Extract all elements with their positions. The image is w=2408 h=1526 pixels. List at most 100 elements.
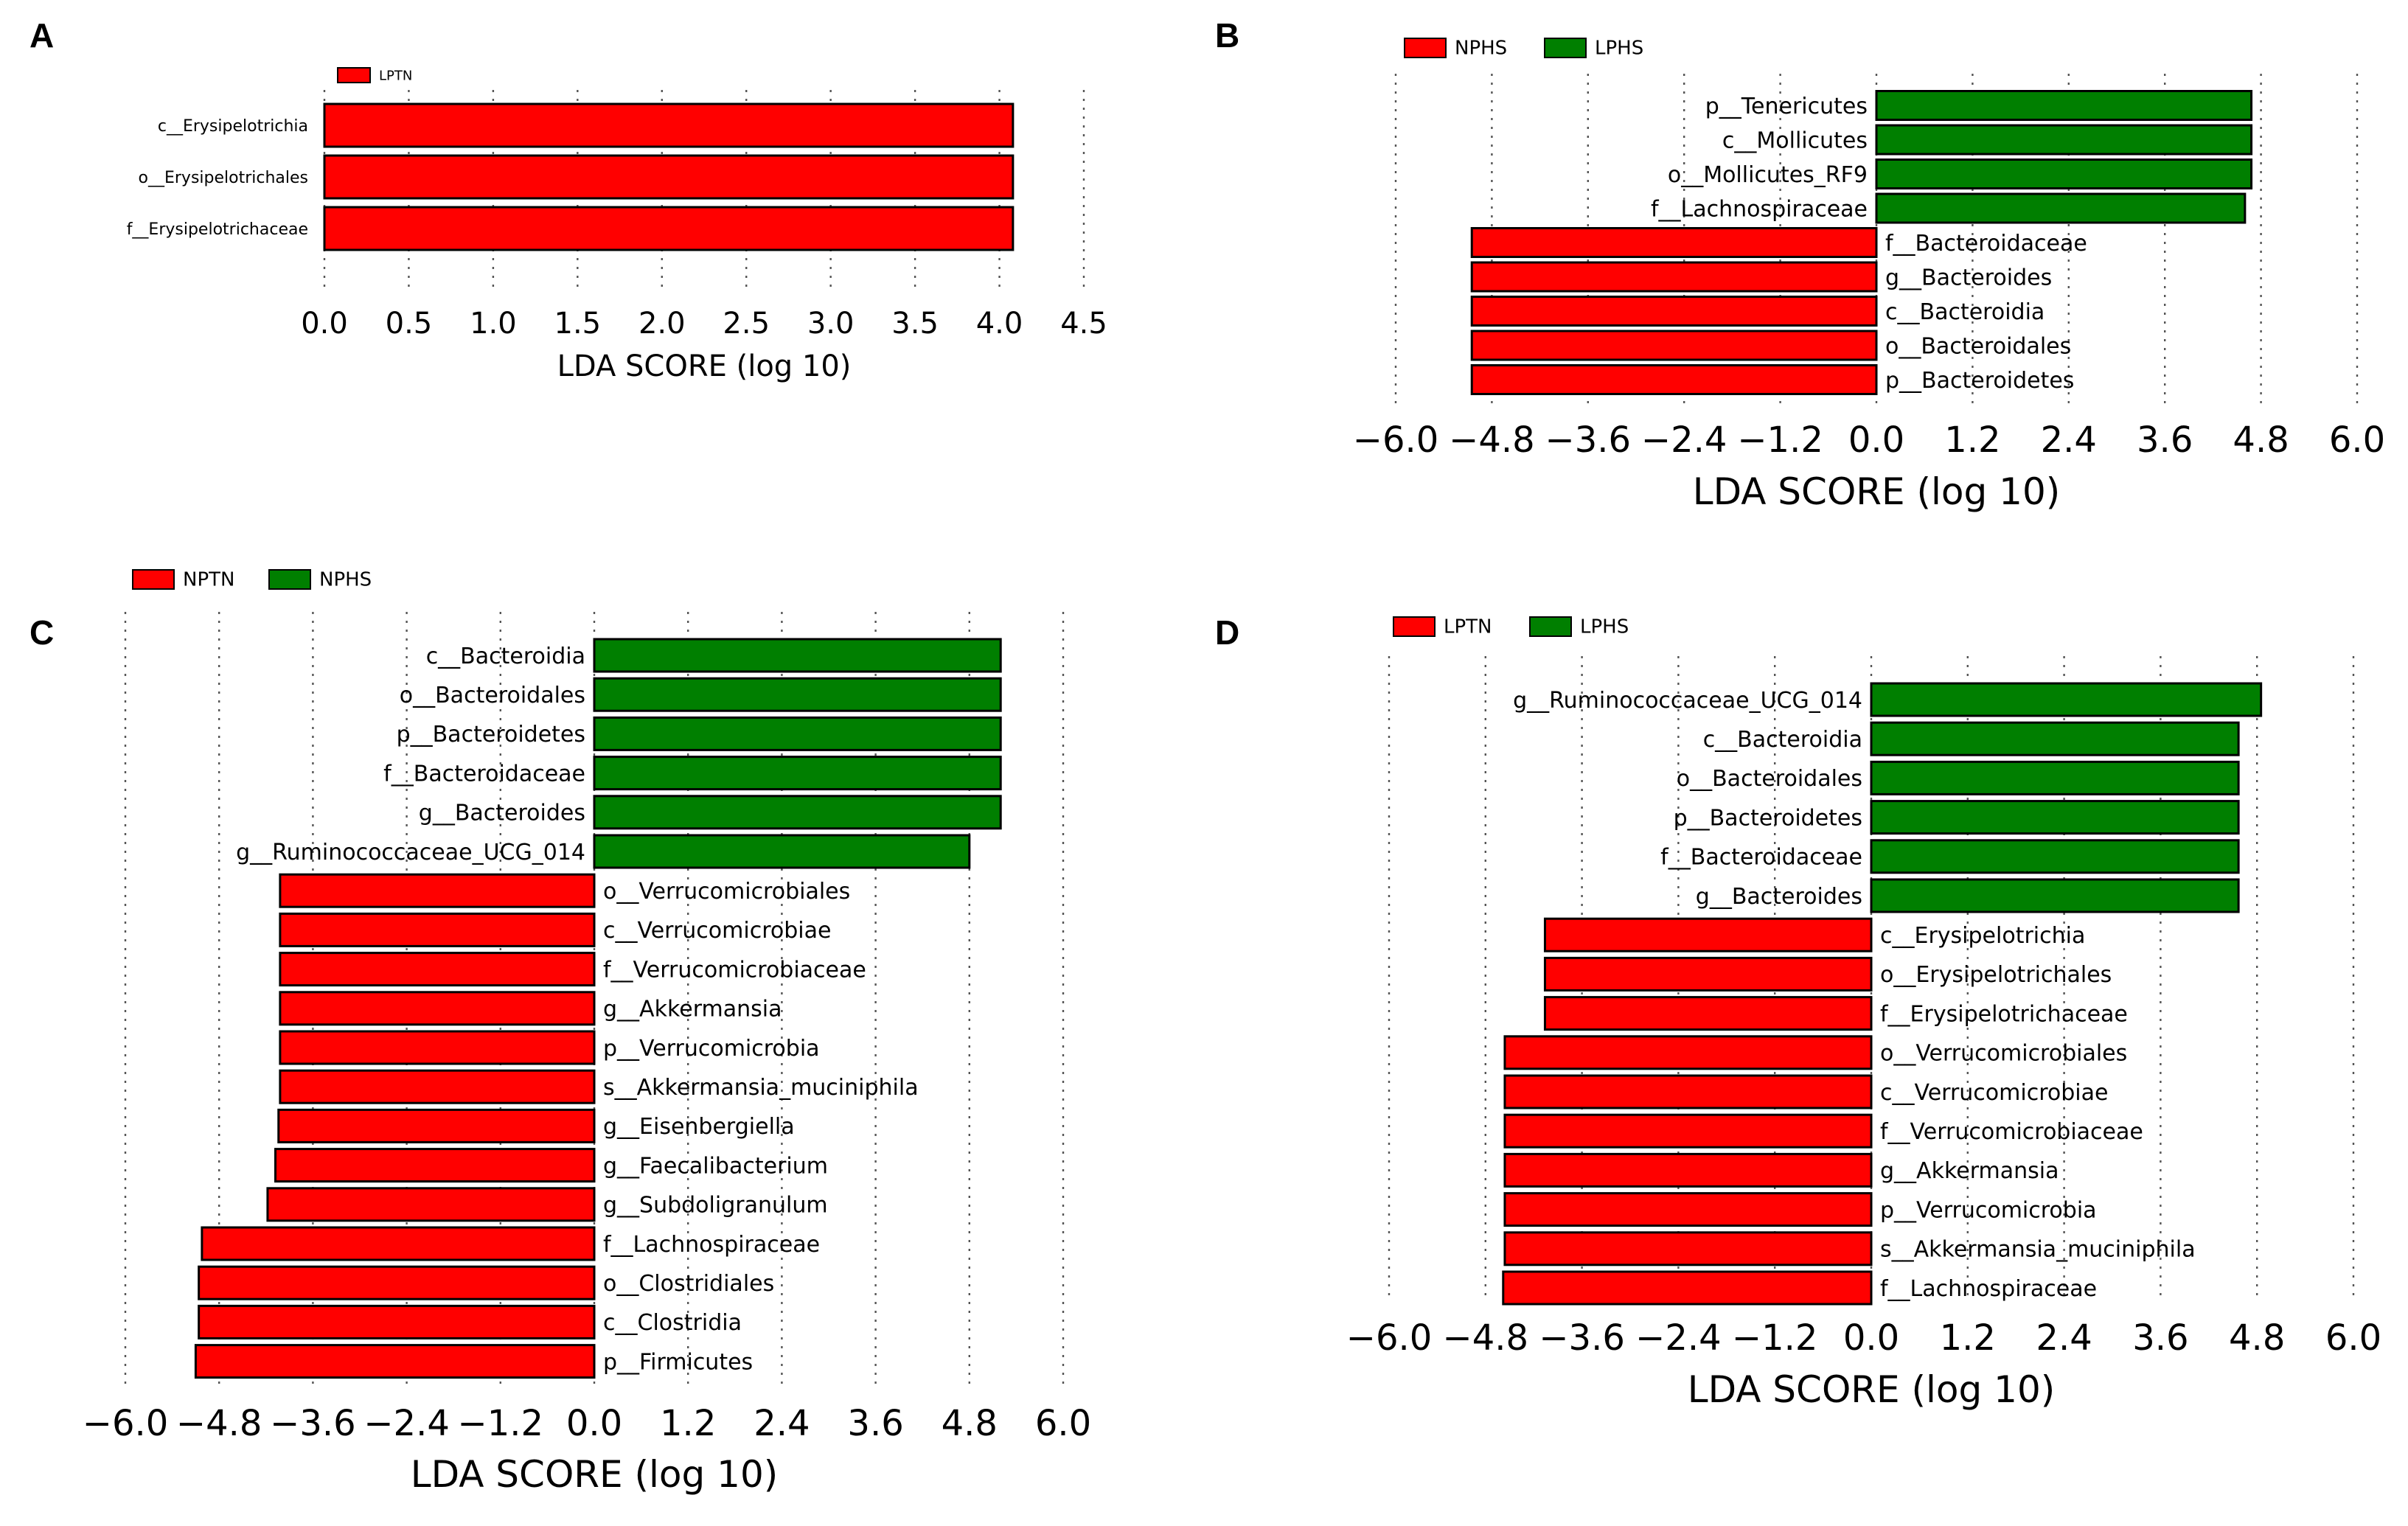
bar <box>593 716 1002 751</box>
bar-label: f__Bacteroidaceae <box>383 761 585 787</box>
bar-label: c__Clostridia <box>603 1310 742 1336</box>
bar <box>1470 261 1878 293</box>
x-tick-label: −1.2 <box>1737 419 1823 461</box>
panel-letter: C <box>29 613 54 652</box>
bar <box>1503 1231 1873 1267</box>
panel-b: B NPHS LPHS −6.0 −4.8 −3.6 −2.4 −1.2 0.0 1.2 2.4 3.… <box>1215 16 2385 513</box>
x-tick-label: 1.5 <box>554 307 602 341</box>
bar <box>1543 956 1873 992</box>
bar-label: o__Verrucomicrobiales <box>1880 1041 2127 1067</box>
x-tick-label: −1.2 <box>1732 1317 1818 1359</box>
bar-label: c__Mollicutes <box>1722 128 1868 153</box>
bar <box>1870 878 2240 913</box>
bar-label: c__Erysipelotrichia <box>1880 923 2085 949</box>
x-tick-label: 2.5 <box>723 307 770 341</box>
bar <box>1502 1270 1873 1306</box>
bar <box>1543 917 1873 952</box>
x-tick-label: −6.0 <box>1353 419 1439 461</box>
bar <box>1470 296 1878 327</box>
x-tick-label: −6.0 <box>83 1403 169 1444</box>
legend-swatch <box>1544 38 1587 58</box>
bar-label: c__Bacteroidia <box>1703 727 1862 753</box>
x-tick-label: 2.4 <box>754 1403 810 1444</box>
bar-label: g__Ruminococcaceae_UCG_014 <box>236 840 585 865</box>
legend-label: LPTN <box>379 68 412 83</box>
bar-label: g__Akkermansia <box>603 997 782 1022</box>
x-tick-label: 4.8 <box>2233 419 2289 461</box>
bar <box>279 873 596 908</box>
bar-label: g__Eisenbergiella <box>603 1114 795 1140</box>
x-axis-label: LDA SCORE (log 10) <box>557 349 852 383</box>
legend-label: LPHS <box>1580 616 1629 638</box>
bar-label: g__Bacteroides <box>419 801 585 826</box>
bar <box>1875 192 2247 224</box>
bar <box>279 1069 596 1104</box>
bar <box>1870 721 2240 756</box>
bar <box>1470 330 1878 361</box>
bar-label: p__Verrucomicrobia <box>603 1036 820 1062</box>
bar <box>1870 760 2240 795</box>
bar <box>198 1265 596 1300</box>
legend-swatch <box>268 569 311 590</box>
bar-label: p__Bacteroidetes <box>397 722 585 748</box>
bar <box>279 912 596 947</box>
bar-label: p__Bacteroidetes <box>1674 805 1862 831</box>
bar <box>1870 682 2263 717</box>
bar-label: p__Bacteroidetes <box>1885 368 2074 394</box>
x-tick-label: 6.0 <box>2329 419 2385 461</box>
x-tick-label: 0.0 <box>301 307 348 341</box>
bar-label: g__Ruminococcaceae_UCG_014 <box>1513 688 1862 714</box>
x-tick-label: −6.0 <box>1346 1317 1433 1359</box>
bar <box>1870 839 2240 874</box>
bar-label: f__Lachnospiraceae <box>1880 1276 2097 1302</box>
x-tick-label: −2.4 <box>1641 419 1727 461</box>
bar-label: g__Bacteroides <box>1696 884 1862 910</box>
bar <box>279 1030 596 1065</box>
x-tick-label: 0.0 <box>1848 419 1904 461</box>
bar-label: o__Erysipelotrichales <box>139 169 308 187</box>
bar <box>323 154 1015 200</box>
bar-label: g__Faecalibacterium <box>603 1153 828 1179</box>
bar-label: c__Bacteroidia <box>1885 299 2045 325</box>
x-tick-label: 1.2 <box>1940 1317 1996 1359</box>
x-tick-label: −4.8 <box>176 1403 262 1444</box>
bar-label: f__Erysipelotrichaceae <box>127 220 308 239</box>
x-tick-label: 2.4 <box>2041 419 2097 461</box>
x-tick-label: −3.6 <box>270 1403 356 1444</box>
bar <box>194 1344 596 1379</box>
bar <box>1503 1074 1873 1109</box>
x-tick-label: 6.0 <box>2325 1317 2381 1359</box>
x-axis-label: LDA SCORE (log 10) <box>1693 470 2061 513</box>
bar <box>1875 90 2253 121</box>
bar <box>1870 800 2240 835</box>
bar-label: c__Verrucomicrobiae <box>1880 1080 2108 1106</box>
bar-label: c__Erysipelotrichia <box>158 117 308 136</box>
x-tick-label: 3.5 <box>891 307 939 341</box>
x-tick-label: −1.2 <box>458 1403 544 1444</box>
x-tick-label: 3.6 <box>847 1403 903 1444</box>
x-tick-label: 4.5 <box>1060 307 1107 341</box>
legend-swatch <box>132 569 175 590</box>
bar-label: o__Bacteroidales <box>1677 766 1862 792</box>
bar <box>201 1226 596 1261</box>
legend-label: NPHS <box>319 568 372 590</box>
bar-label: f__Erysipelotrichaceae <box>1880 1001 2128 1027</box>
bar-label: c__Verrucomicrobiae <box>603 918 831 944</box>
bar <box>323 206 1015 251</box>
bar-label: f__Lachnospiraceae <box>1651 196 1868 222</box>
panel-letter: D <box>1215 613 1239 652</box>
bar-label: f__Lachnospiraceae <box>603 1232 820 1258</box>
x-tick-label: 1.0 <box>470 307 517 341</box>
panel-c: C NPTN NPHS −6.0 −4.8 −3.6 −2.4 −1.2 0.0 1.2 2.4 3.… <box>29 568 1091 1496</box>
bar <box>593 677 1002 712</box>
bar-label: s__Akkermansia_muciniphila <box>603 1075 919 1101</box>
x-tick-label: −3.6 <box>1539 1317 1625 1359</box>
bar <box>1503 1113 1873 1149</box>
bar <box>277 1108 596 1143</box>
bar-label: o__Clostridiales <box>603 1271 774 1297</box>
legend-label: NPHS <box>1455 37 1507 59</box>
bar-label: f__Bacteroidaceae <box>1660 845 1862 871</box>
bar <box>1875 158 2253 189</box>
x-tick-label: 2.0 <box>638 307 686 341</box>
